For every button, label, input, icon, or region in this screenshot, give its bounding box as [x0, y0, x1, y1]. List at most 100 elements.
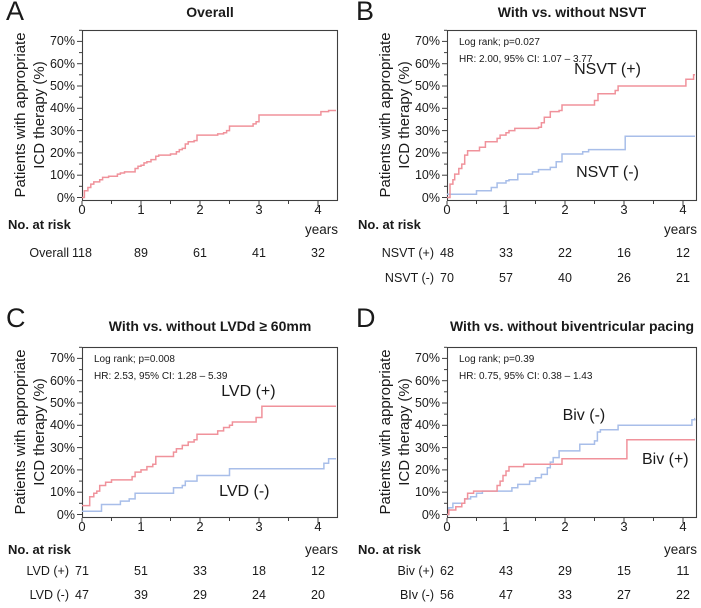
x-tick-label: 4 [314, 202, 322, 217]
y-tick-label: 40% [414, 101, 440, 116]
y-tick-label: 0% [421, 190, 440, 205]
risk-row-value: 40 [558, 271, 572, 285]
risk-row-value: 15 [617, 564, 631, 578]
x-tick-label: 1 [502, 202, 510, 217]
x-tick-label: 3 [255, 202, 263, 217]
panel-a: A Overall Patients with appropriate ICD the… [0, 0, 350, 300]
risk-row-value: 57 [499, 271, 513, 285]
curve-label: LVD (+) [221, 382, 276, 400]
risk-row-value: 39 [134, 588, 148, 602]
x-tick-label: 3 [620, 202, 628, 217]
km-plot [442, 29, 698, 206]
panel-letter: A [6, 0, 25, 26]
km-plot [77, 29, 339, 206]
y-tick-label: 10% [49, 168, 75, 183]
panel-letter: B [356, 0, 375, 26]
x-tick-label: 4 [679, 202, 687, 217]
y-tick-label: 60% [414, 56, 440, 71]
stats-annotation: HR: 0.75, 95% CI: 0.38 – 1.43 [459, 371, 593, 382]
y-tick-label: 50% [414, 396, 440, 410]
y-tick-label: 60% [49, 56, 75, 71]
risk-row-value: 61 [193, 246, 207, 260]
y-tick-label: 70% [414, 351, 440, 366]
y-tick-label: 10% [414, 168, 440, 183]
curve-label: NSVT (-) [576, 164, 639, 181]
x-tick-label: 2 [196, 519, 204, 534]
risk-row-value: 56 [440, 588, 454, 602]
curve-label: Biv (+) [641, 450, 689, 468]
x-unit-label: years [663, 542, 697, 557]
y-tick-label: 0% [56, 507, 75, 522]
risk-row-value: 89 [134, 246, 148, 260]
risk-row-value: 33 [193, 564, 207, 578]
risk-row-value: 47 [75, 588, 89, 602]
panel-b: B With vs. without NSVT Patients with appr… [350, 0, 701, 300]
risk-row-value: 29 [193, 588, 207, 602]
y-tick-label: 50% [414, 79, 440, 93]
y-tick-label: 20% [49, 462, 75, 477]
y-tick-label: 50% [49, 79, 75, 93]
panel-c: C With vs. without LVDd ≥ 60mm Patients wi… [0, 300, 350, 608]
x-tick-label: 4 [314, 519, 322, 534]
y-tick-label: 40% [49, 101, 75, 116]
risk-row-value: 118 [72, 246, 92, 260]
axis-ticks [442, 346, 684, 523]
panel-title: With vs. without NSVT [497, 4, 647, 20]
y-tick-label: 40% [414, 418, 440, 433]
y-tick-label: 70% [414, 34, 440, 49]
risk-row-value: 11 [676, 564, 690, 578]
x-tick-label: 1 [137, 202, 145, 217]
x-unit-label: years [304, 222, 338, 237]
y-axis-label-line1: Patients with appropriate [12, 32, 29, 198]
stats-annotation: Log rank; p=0.39 [459, 354, 535, 365]
x-tick-label: 3 [255, 519, 263, 534]
y-tick-label: 50% [49, 396, 75, 410]
km-curve-blue [447, 135, 695, 195]
risk-row-value: 47 [499, 588, 513, 602]
y-tick-label: 20% [414, 145, 440, 160]
panel-letter: C [6, 303, 26, 333]
axis-ticks [77, 346, 319, 523]
x-tick-label: 0 [78, 519, 86, 534]
y-tick-label: 70% [49, 351, 75, 366]
km-plot [77, 346, 339, 523]
plot-border [446, 29, 698, 202]
risk-row-value: 18 [252, 564, 266, 578]
risk-row-value: 48 [440, 246, 454, 260]
x-tick-label: 2 [561, 202, 569, 217]
y-axis-label-line1: Patients with appropriate [12, 349, 29, 515]
x-tick-label: 4 [679, 519, 687, 534]
y-tick-label: 70% [49, 34, 75, 49]
risk-row-value: 20 [311, 588, 325, 602]
risk-row-value: 29 [558, 564, 572, 578]
risk-row-value: 51 [134, 564, 148, 578]
x-tick-label: 2 [561, 519, 569, 534]
km-curve-red [82, 405, 336, 507]
y-axis-label-line1: Patients with appropriate [377, 349, 394, 515]
km-curve-red [447, 439, 695, 516]
y-tick-label: 30% [49, 123, 75, 138]
km-curve-red [82, 109, 336, 199]
curve-label: LVD (-) [219, 483, 270, 501]
y-axis-label-line1: Patients with appropriate [377, 32, 394, 198]
risk-row-value: 22 [676, 588, 690, 602]
stats-annotation: Log rank; p=0.008 [94, 354, 175, 365]
km-plot [442, 346, 698, 523]
risk-row-label: LVD (+) [26, 564, 70, 578]
x-tick-label: 0 [443, 202, 451, 217]
risk-row-label: NSVT (+) [381, 246, 434, 260]
risk-row-value: 12 [311, 564, 325, 578]
risk-header: No. at risk [358, 217, 421, 232]
x-tick-label: 1 [502, 519, 510, 534]
y-tick-label: 10% [414, 485, 440, 500]
plot-border [81, 346, 339, 519]
plot-border [81, 29, 339, 202]
plot-border [446, 346, 698, 519]
axis-ticks [77, 29, 319, 206]
risk-header: No. at risk [8, 217, 71, 232]
panel-d: D With vs. without biventricular pacing Pa… [350, 300, 701, 608]
risk-row-value: 12 [676, 246, 690, 260]
risk-row-value: 32 [311, 246, 325, 260]
y-tick-label: 30% [49, 440, 75, 455]
